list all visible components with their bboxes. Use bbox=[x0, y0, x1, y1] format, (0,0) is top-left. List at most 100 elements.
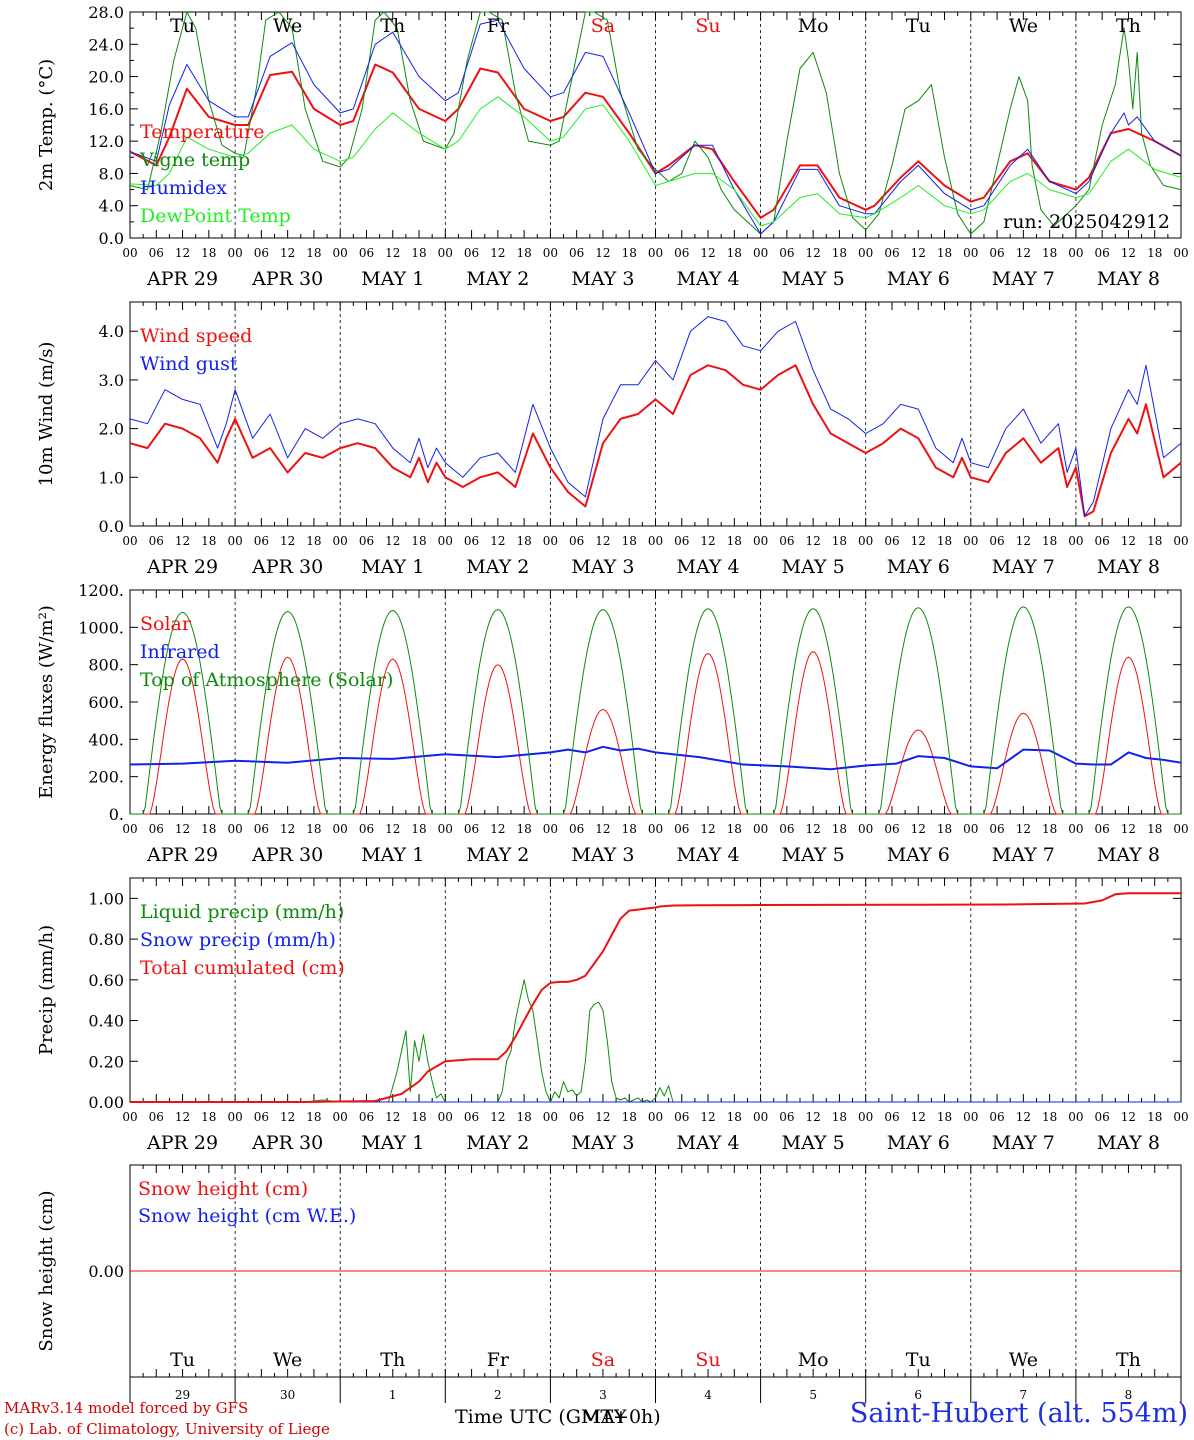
hour-tick-label: 06 bbox=[1095, 534, 1110, 548]
hour-tick-label: 00 bbox=[753, 246, 768, 260]
weekday-label: Tu bbox=[906, 15, 931, 37]
hour-tick-label: 06 bbox=[149, 1110, 164, 1124]
hour-tick-label: 00 bbox=[227, 822, 242, 836]
date-label: MAY 6 bbox=[887, 268, 950, 290]
hour-tick-label: 18 bbox=[832, 822, 847, 836]
hour-tick-label: 06 bbox=[779, 822, 794, 836]
date-label: MAY 4 bbox=[677, 268, 740, 290]
weekday-label: We bbox=[273, 15, 302, 37]
date-label: MAY 2 bbox=[466, 556, 529, 578]
legend-entry: Wind gust bbox=[140, 353, 238, 375]
hour-tick-label: 18 bbox=[622, 246, 637, 260]
hour-tick-label: 12 bbox=[911, 822, 926, 836]
y-tick-label: 600. bbox=[88, 693, 124, 712]
hour-tick-label: 00 bbox=[1068, 822, 1083, 836]
hour-tick-label: 06 bbox=[464, 1110, 479, 1124]
date-label: MAY 1 bbox=[361, 1132, 424, 1154]
x-axis-label: Time UTC (GMT+0h) bbox=[455, 1406, 661, 1428]
hour-tick-label: 06 bbox=[674, 822, 689, 836]
y-tick-label: 28.0 bbox=[88, 3, 124, 22]
day-number: 8 bbox=[1125, 1388, 1133, 1402]
hour-tick-label: 12 bbox=[280, 822, 295, 836]
hour-tick-label: 06 bbox=[359, 1110, 374, 1124]
hour-tick-label: 18 bbox=[1147, 246, 1162, 260]
day-number: 29 bbox=[175, 1388, 190, 1402]
date-label: MAY 2 bbox=[466, 268, 529, 290]
hour-tick-label: 12 bbox=[595, 534, 610, 548]
hour-tick-label: 06 bbox=[359, 822, 374, 836]
hour-tick-label: 18 bbox=[1042, 822, 1057, 836]
date-label: MAY 1 bbox=[361, 556, 424, 578]
hour-tick-label: 12 bbox=[595, 822, 610, 836]
date-label: APR 30 bbox=[251, 1132, 323, 1154]
hour-tick-label: 00 bbox=[543, 534, 558, 548]
hour-tick-label: 18 bbox=[937, 1110, 952, 1124]
hour-tick-label: 06 bbox=[884, 822, 899, 836]
date-label: MAY 8 bbox=[1097, 268, 1160, 290]
hour-tick-label: 12 bbox=[280, 1110, 295, 1124]
weekday-label: Th bbox=[1116, 15, 1141, 37]
y-tick-label: 16.0 bbox=[88, 100, 124, 119]
y-tick-label: 0.40 bbox=[88, 1012, 124, 1031]
hour-tick-label: 06 bbox=[989, 534, 1004, 548]
hour-tick-label: 18 bbox=[516, 246, 531, 260]
hour-tick-label: 00 bbox=[227, 534, 242, 548]
hour-tick-label: 18 bbox=[201, 1110, 216, 1124]
hour-tick-label: 18 bbox=[1042, 246, 1057, 260]
hour-tick-label: 18 bbox=[201, 534, 216, 548]
series-line bbox=[130, 979, 1181, 1103]
y-tick-label: 1.00 bbox=[88, 889, 124, 908]
hour-tick-label: 00 bbox=[227, 1110, 242, 1124]
hour-tick-label: 06 bbox=[254, 822, 269, 836]
hour-tick-label: 18 bbox=[306, 1110, 321, 1124]
hour-tick-label: 00 bbox=[438, 534, 453, 548]
weekday-label: Th bbox=[1116, 1349, 1141, 1371]
plot-frame bbox=[129, 589, 1182, 815]
hour-tick-label: 06 bbox=[569, 534, 584, 548]
y-tick-label: 4.0 bbox=[99, 322, 124, 341]
hour-tick-label: 06 bbox=[464, 246, 479, 260]
y-tick-label: 8.0 bbox=[99, 164, 124, 183]
date-label: MAY 6 bbox=[887, 1132, 950, 1154]
date-label: MAY 6 bbox=[887, 556, 950, 578]
series-line bbox=[129, 96, 1182, 227]
hour-tick-label: 06 bbox=[884, 1110, 899, 1124]
hour-tick-label: 18 bbox=[306, 822, 321, 836]
hour-tick-label: 18 bbox=[727, 534, 742, 548]
hour-tick-label: 00 bbox=[753, 534, 768, 548]
date-label: MAY 4 bbox=[677, 844, 740, 866]
hour-tick-label: 12 bbox=[385, 246, 400, 260]
panel-4: 00 06 12 18 00 06 12 18 00 06 12 18 00 06 12 18 00 06 12 18… bbox=[36, 877, 1189, 1154]
hour-tick-label: 00 bbox=[963, 246, 978, 260]
hour-tick-label: 00 bbox=[438, 246, 453, 260]
series-line bbox=[130, 892, 1181, 1103]
date-label: MAY 8 bbox=[1097, 556, 1160, 578]
date-label: APR 30 bbox=[251, 268, 323, 290]
y-tick-label: 0.0 bbox=[99, 229, 124, 248]
date-label: APR 29 bbox=[146, 1132, 218, 1154]
y-axis-label: Snow height (cm) bbox=[36, 1190, 57, 1351]
date-label: APR 30 bbox=[251, 844, 323, 866]
hour-tick-label: 00 bbox=[1068, 1110, 1083, 1124]
y-tick-label: 0.0 bbox=[99, 517, 124, 536]
hour-tick-label: 06 bbox=[254, 534, 269, 548]
hour-tick-label: 00 bbox=[122, 1110, 137, 1124]
run-annotation: run: 2025042912 bbox=[1003, 211, 1170, 233]
legend-entry: Snow height (cm) bbox=[138, 1178, 308, 1200]
hour-tick-label: 18 bbox=[937, 246, 952, 260]
hour-tick-label: 06 bbox=[464, 822, 479, 836]
weekday-label: Sa bbox=[591, 15, 615, 37]
hour-tick-label: 00 bbox=[1173, 1110, 1188, 1124]
weekday-label: Mo bbox=[798, 1349, 829, 1371]
date-label: APR 29 bbox=[146, 556, 218, 578]
date-label: APR 29 bbox=[146, 268, 218, 290]
hour-tick-label: 12 bbox=[175, 246, 190, 260]
date-label: MAY 4 bbox=[677, 1132, 740, 1154]
hour-tick-label: 06 bbox=[1095, 1110, 1110, 1124]
date-label: MAY 5 bbox=[782, 268, 845, 290]
date-label: MAY 3 bbox=[571, 556, 634, 578]
date-label: MAY 3 bbox=[571, 844, 634, 866]
hour-tick-label: 12 bbox=[385, 822, 400, 836]
y-tick-label: 1200. bbox=[78, 581, 124, 600]
date-label: MAY 2 bbox=[466, 1132, 529, 1154]
